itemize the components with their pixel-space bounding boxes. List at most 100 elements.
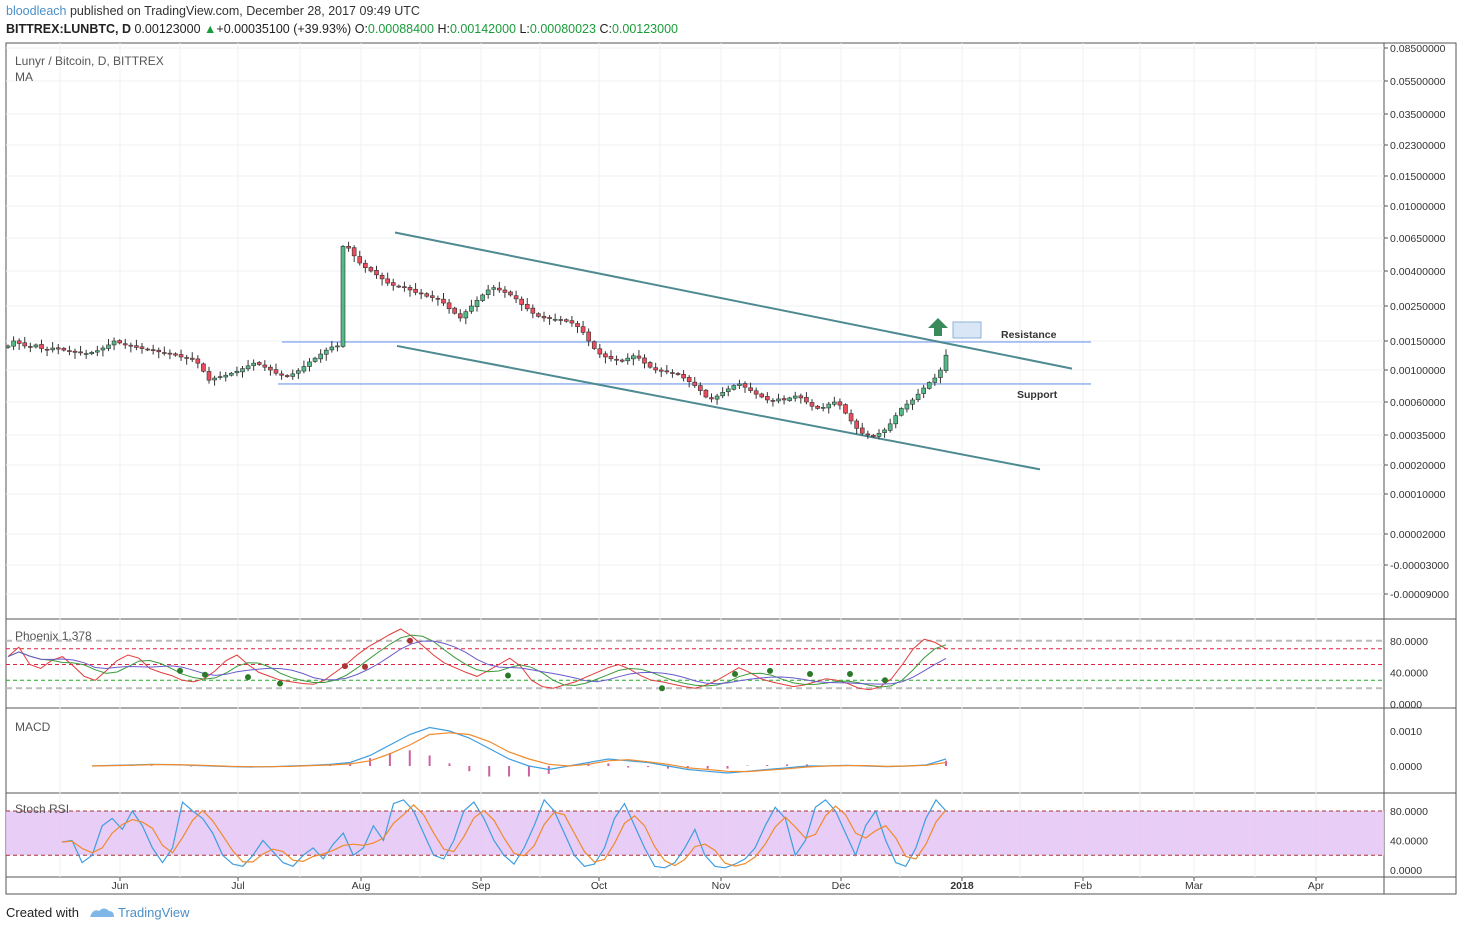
phoenix-signal-dot <box>362 663 368 670</box>
chart-frame <box>5 42 1457 895</box>
candle <box>614 358 619 361</box>
candle <box>809 402 815 407</box>
tradingview-logo-icon[interactable] <box>89 905 115 919</box>
price-pane[interactable] <box>5 231 1091 471</box>
candle <box>234 370 240 374</box>
candle <box>329 346 335 351</box>
candle <box>608 355 614 360</box>
phoenix-tick-label: 0.0000 <box>1390 699 1422 711</box>
phoenix-signal-dot <box>177 667 183 674</box>
price-tick-label: 0.03500000 <box>1390 109 1446 121</box>
time-tick-label: Nov <box>712 880 731 892</box>
author-link[interactable]: bloodleach <box>6 4 67 18</box>
stoch-d-line <box>61 804 947 867</box>
candle <box>792 395 798 399</box>
phoenix-signal-dot <box>767 667 773 674</box>
symbol-label: BITTREX:LUNBTC, D <box>6 22 131 36</box>
candle <box>926 382 932 389</box>
candle <box>357 256 363 264</box>
candle <box>117 340 122 344</box>
phoenix-signal-dot <box>202 671 208 678</box>
macd-pane[interactable] <box>91 726 947 777</box>
candle <box>910 399 915 405</box>
phoenix-signal-dot <box>807 670 813 677</box>
candle <box>273 369 279 374</box>
candle <box>502 289 508 293</box>
candle <box>463 311 469 319</box>
candle <box>536 313 541 317</box>
candle <box>145 348 150 351</box>
high-value: 0.00142000 <box>449 22 516 36</box>
support-label: Support <box>1017 389 1058 401</box>
candle <box>848 413 854 422</box>
candle <box>485 289 491 295</box>
candle <box>78 351 83 354</box>
candle <box>61 348 67 351</box>
candle <box>670 372 675 374</box>
candle <box>167 352 173 355</box>
candle <box>229 372 234 376</box>
price-tick-label: -0.00003000 <box>1390 560 1449 572</box>
candle <box>128 344 134 347</box>
candle <box>681 374 686 379</box>
candle <box>385 278 390 284</box>
candle <box>932 377 938 383</box>
candle <box>150 349 156 351</box>
phoenix-signal-dot <box>882 677 888 684</box>
candle <box>781 398 787 401</box>
phoenix-signal-dot <box>245 674 251 681</box>
time-tick-label: Feb <box>1074 880 1092 892</box>
candle <box>474 299 480 307</box>
publish-info: bloodleach published on TradingView.com,… <box>6 4 420 18</box>
up-arrow-icon <box>928 318 948 336</box>
candle <box>139 346 145 349</box>
candle <box>307 361 312 367</box>
time-tick-label: Dec <box>832 880 851 892</box>
candle <box>279 373 284 376</box>
phoenix-label: Phoenix 1.378 <box>15 629 92 643</box>
candle <box>731 385 737 390</box>
candle <box>22 342 28 347</box>
phoenix-tick-label: 40.0000 <box>1390 667 1428 679</box>
candle <box>826 403 832 409</box>
candle <box>407 287 413 291</box>
stoch-rsi-label: Stoch RSI <box>15 802 69 816</box>
phoenix-signal-dot <box>505 672 511 679</box>
channel-lower-line <box>396 344 1041 471</box>
candle <box>524 303 530 310</box>
candle <box>83 353 89 355</box>
stoch-rsi-pane[interactable] <box>6 798 1384 869</box>
time-tick-label: Oct <box>591 880 607 892</box>
candle <box>441 298 446 304</box>
phoenix-fast-line <box>7 628 947 691</box>
candle <box>16 340 22 344</box>
candle <box>692 381 698 386</box>
candle <box>173 353 178 356</box>
candle <box>396 285 402 288</box>
candle <box>452 307 457 314</box>
price-tick-label: 0.00150000 <box>1390 336 1446 348</box>
candle <box>703 389 709 398</box>
price-tick-label: 0.00002000 <box>1390 529 1446 541</box>
candle <box>122 343 128 346</box>
low-value: 0.00080023 <box>529 22 596 36</box>
phoenix-pane[interactable] <box>6 628 1384 692</box>
candle <box>50 347 55 351</box>
channel-upper-line <box>394 231 1073 370</box>
candle <box>558 319 564 321</box>
candle <box>28 346 33 348</box>
candle <box>815 405 820 409</box>
price-tick-label: 0.00100000 <box>1390 365 1446 377</box>
open-value: 0.00088400 <box>367 22 434 36</box>
ohlc-bar: BITTREX:LUNBTC, D 0.00123000 ▲+0.0003510… <box>6 22 678 36</box>
candle <box>184 357 189 359</box>
candle <box>390 282 396 286</box>
tradingview-link[interactable]: TradingView <box>118 905 190 920</box>
candle <box>290 373 296 377</box>
price-tick-label: 0.05500000 <box>1390 76 1446 88</box>
candle <box>323 349 329 355</box>
candle <box>413 288 418 293</box>
candle <box>201 363 206 372</box>
time-tick-label: Aug <box>352 880 371 892</box>
